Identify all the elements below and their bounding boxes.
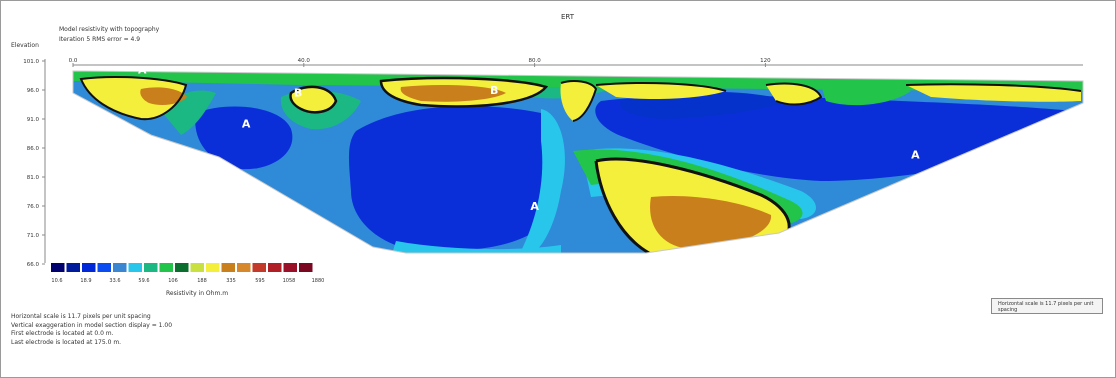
colorbar-label: Resistivity in Ohm.m	[166, 290, 229, 297]
info-line-3: First electrode is located at 0.0 m.	[11, 330, 114, 337]
elevation-tick-label: 71.0	[27, 233, 40, 239]
section-contours	[73, 71, 1083, 253]
colorbar-tick-label: 59.6	[138, 278, 149, 284]
colorbar-tick-label: 188	[197, 278, 207, 284]
colorbar-swatch	[175, 263, 189, 272]
colorbar: 10.6 18.9 33.6 59.6 106 188 335 595 1058 1880	[51, 263, 324, 284]
colorbar-tick-label: 1880	[312, 278, 325, 284]
info-line-2: Vertical exaggeration in model section d…	[11, 321, 173, 329]
elevation-axis-label: Elevation	[11, 42, 39, 49]
zone-label: B	[848, 220, 856, 233]
info-block: Horizontal scale is 11.7 pixels per unit…	[11, 313, 172, 347]
distance-tick-label: 0.0	[69, 58, 78, 64]
zone-label: A	[530, 200, 539, 213]
subtitle-line-1: Model resistivity with topography	[59, 26, 160, 33]
elevation-tick-label: 66.0	[27, 262, 40, 268]
colorbar-swatch	[268, 263, 282, 272]
colorbar-swatch	[283, 263, 297, 272]
info-line-4: Last electrode is located at 175.0 m.	[11, 338, 122, 346]
colorbar-swatch	[97, 263, 111, 272]
distance-tick-label: 40.0	[298, 58, 311, 64]
colorbar-swatch	[159, 263, 173, 272]
zone-label: A	[911, 148, 920, 161]
colorbar-swatch	[113, 263, 127, 272]
colorbar-swatch	[144, 263, 158, 272]
elevation-tick-label: 96.0	[27, 88, 40, 94]
distance-tick-label: 120	[760, 58, 771, 64]
colorbar-swatch	[66, 263, 80, 272]
colorbar-swatch	[190, 263, 204, 272]
colorbar-swatch	[206, 263, 220, 272]
elevation-tick-label: 86.0	[27, 146, 40, 152]
colorbar-swatch	[82, 263, 96, 272]
distance-axis: 0.0 40.0 80.0 120	[69, 58, 1083, 67]
colorbar-swatch	[237, 263, 251, 272]
colorbar-tick-label: 106	[168, 278, 178, 284]
colorbar-swatch	[128, 263, 142, 272]
elevation-tick-label: 76.0	[27, 204, 40, 210]
zone-label: B	[294, 87, 302, 100]
colorbar-swatch	[299, 263, 313, 272]
elevation-tick-label: 91.0	[27, 117, 40, 123]
colorbar-tick-label: 33.6	[109, 278, 120, 284]
subtitle-line-2: Iteration 5 RMS error = 4.9	[59, 36, 141, 43]
zone-labels: A B A B A A B	[138, 64, 920, 234]
elevation-tick-label: 81.0	[27, 175, 40, 181]
colorbar-tick-label: 18.9	[80, 278, 91, 284]
colorbar-tick-label: 595	[255, 278, 265, 284]
scale-legend-box: Horizontal scale is 11.7 pixels per unit…	[991, 298, 1103, 314]
zone-label: B	[490, 84, 498, 97]
zone-label: A	[138, 64, 147, 77]
colorbar-swatch	[252, 263, 266, 272]
scale-legend-text: Horizontal scale is 11.7 pixels per unit…	[998, 301, 1094, 313]
colorbar-swatch	[51, 263, 65, 272]
colorbar-swatch	[221, 263, 235, 272]
colorbar-tick-label: 1058	[283, 278, 296, 284]
distance-tick-label: 80.0	[528, 58, 541, 64]
chart-title: ERT	[561, 13, 575, 21]
colorbar-tick-label: 10.6	[51, 278, 62, 284]
elevation-tick-label: 101.0	[23, 59, 39, 65]
colorbar-tick-label: 335	[226, 278, 236, 284]
info-line-1: Horizontal scale is 11.7 pixels per unit…	[11, 313, 151, 320]
zone-label: A	[242, 118, 251, 131]
elevation-axis: 101.0 96.0 91.0 86.0 81.0 76.0 71.0 66.0	[23, 59, 46, 268]
